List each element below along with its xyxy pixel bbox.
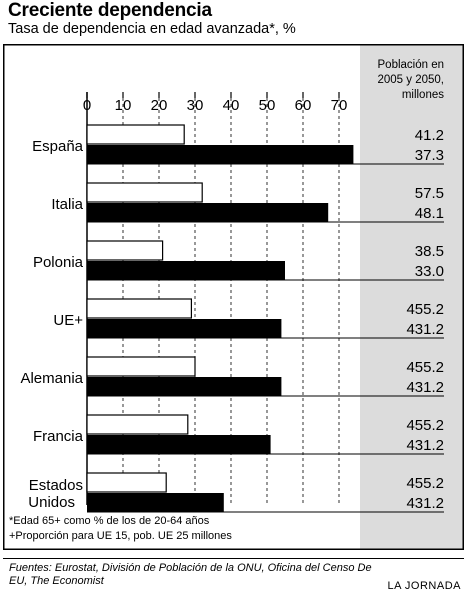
bar-2005	[86, 356, 196, 377]
row-espa-a: España 41.2 37.3	[32, 124, 444, 165]
footnote-age: *Edad 65+ como % de los de 20-64 años	[9, 515, 210, 527]
population-2050: 431.2	[406, 437, 444, 454]
category-label-line: Unidos	[28, 494, 75, 511]
tick-label-20: 20	[151, 97, 168, 114]
chart-rows: España 41.2 37.3 Italia 57.5 48.1 Polonia 38.5 3…	[20, 124, 444, 513]
category-label: España	[32, 138, 84, 155]
bar-2050	[87, 203, 329, 222]
tick-label-70: 70	[331, 97, 348, 114]
population-2050: 431.2	[406, 379, 444, 396]
population-2005: 455.2	[406, 301, 444, 318]
population-2050: 431.2	[406, 321, 444, 338]
category-label: Polonia	[33, 254, 84, 271]
bar-2005	[86, 124, 185, 145]
row-francia: Francia 455.2 431.2	[33, 414, 444, 455]
bar-2050	[87, 377, 282, 396]
dependency-chart: 0 10 20 30 40 50 60 70 España 41.2 37.3 Italia 57.5…	[3, 44, 464, 550]
tick-label-0: 0	[83, 97, 91, 114]
population-2005: 38.5	[415, 243, 444, 260]
footnote-eu: +Proporción para UE 15, pob. UE 25 millo…	[9, 530, 232, 542]
row-estados-unidos: Estados Unidos 455.2 431.2	[28, 472, 444, 513]
chart-subtitle: Tasa de dependencia en edad avanzada*, %	[8, 21, 296, 37]
bar-2050	[87, 493, 224, 512]
chart-title: Creciente dependencia	[8, 0, 212, 21]
bar-2050	[87, 145, 354, 164]
row-ue-: UE+ 455.2 431.2	[53, 298, 444, 339]
bar-2005	[86, 414, 189, 435]
row-alemania: Alemania 455.2 431.2	[20, 356, 444, 397]
tick-label-30: 30	[187, 97, 204, 114]
population-2050: 431.2	[406, 495, 444, 512]
population-2050: 33.0	[415, 263, 444, 280]
population-2050: 48.1	[415, 205, 444, 222]
population-column-background	[360, 44, 464, 550]
bar-2050	[87, 435, 271, 454]
bar-2005	[86, 182, 203, 203]
bar-2005	[86, 298, 193, 319]
category-label: Francia	[33, 428, 84, 445]
bar-2005	[86, 472, 167, 493]
tick-label-10: 10	[115, 97, 132, 114]
population-header-line-2: 2005 y 2050,	[377, 74, 444, 86]
category-label: Italia	[51, 196, 83, 213]
source-divider	[3, 558, 464, 559]
tick-label-50: 50	[259, 97, 276, 114]
footnotes: *Edad 65+ como % de los de 20-64 años +P…	[9, 514, 232, 544]
population-header-line-1: Población en	[378, 59, 445, 71]
category-label: Estados Unidos	[28, 477, 83, 511]
row-italia: Italia 57.5 48.1	[51, 182, 444, 223]
population-2005: 455.2	[406, 359, 444, 376]
bar-2005	[86, 240, 164, 261]
source-note: Fuentes: Eurostat, División de Población…	[9, 562, 372, 587]
publisher-credit: LA JORNADA	[387, 580, 461, 592]
category-label-line: Estados	[29, 477, 83, 494]
row-polonia: Polonia 38.5 33.0	[33, 240, 444, 281]
population-2005: 455.2	[406, 475, 444, 492]
bar-2050	[87, 319, 282, 338]
tick-label-40: 40	[223, 97, 240, 114]
population-2050: 37.3	[415, 147, 444, 164]
chart-frame	[3, 44, 464, 550]
category-label: Alemania	[20, 370, 83, 387]
x-axis-ticks: 0 10 20 30 40 50 60 70	[83, 92, 348, 114]
tick-label-60: 60	[295, 97, 312, 114]
population-header-line-3: millones	[402, 89, 444, 101]
population-2005: 455.2	[406, 417, 444, 434]
bar-2050	[87, 261, 285, 280]
category-label: UE+	[53, 312, 83, 329]
population-2005: 41.2	[415, 127, 444, 144]
population-2005: 57.5	[415, 185, 444, 202]
